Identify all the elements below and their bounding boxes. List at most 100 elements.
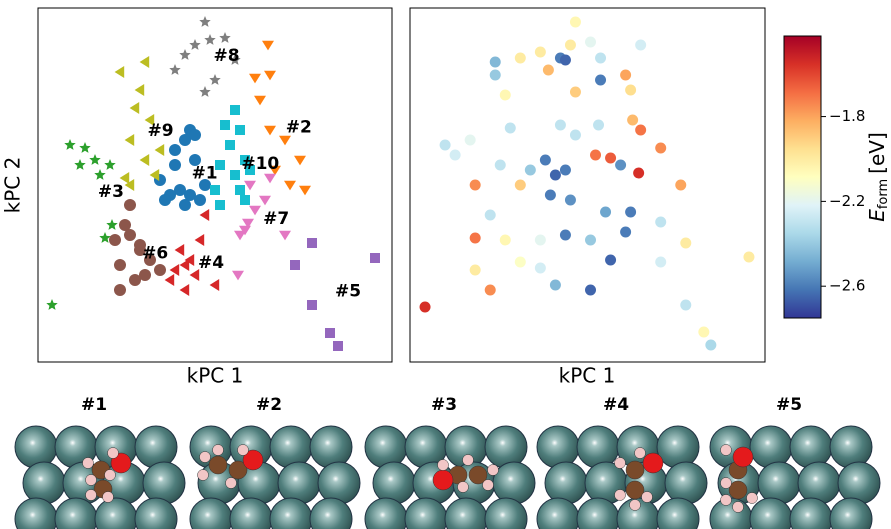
point — [130, 102, 140, 114]
adsorbate-atom — [635, 448, 646, 459]
point — [259, 196, 271, 206]
point — [570, 130, 581, 141]
adsorbate-atom — [733, 502, 744, 513]
point — [515, 257, 526, 268]
point — [209, 74, 220, 85]
adsorbate-atom — [226, 478, 237, 489]
surface-atom — [143, 462, 185, 504]
point — [420, 302, 431, 313]
point — [195, 234, 205, 246]
cluster-label: #9 — [148, 121, 174, 141]
point — [543, 65, 554, 76]
point — [179, 199, 191, 211]
point — [159, 194, 171, 206]
point — [625, 85, 636, 96]
adsorbate-atom — [198, 470, 209, 481]
point — [655, 143, 666, 154]
point — [470, 180, 481, 191]
colorbar-symbol: E — [865, 209, 889, 222]
adsorbate-atom — [615, 490, 626, 501]
colorbar-tick-label: −2.6 — [829, 277, 865, 295]
point — [249, 206, 261, 216]
point — [79, 142, 90, 153]
point — [115, 66, 125, 78]
point — [264, 126, 276, 136]
point — [600, 207, 611, 218]
point — [535, 263, 546, 274]
point — [169, 64, 180, 75]
x-axis-label: kPC 1 — [187, 364, 244, 388]
point — [440, 140, 451, 151]
point — [490, 70, 501, 81]
adsorbate-atom — [238, 445, 249, 456]
point — [204, 34, 215, 45]
point — [210, 279, 220, 291]
point — [705, 340, 716, 351]
cluster-label: #3 — [98, 182, 124, 202]
point — [625, 207, 636, 218]
point — [189, 39, 200, 50]
adsorbate-atom — [86, 475, 97, 486]
point — [633, 168, 644, 179]
cluster-label: #8 — [214, 46, 240, 66]
point — [635, 125, 646, 136]
surface-atom — [545, 462, 587, 504]
point — [140, 154, 150, 166]
x-axis-label: kPC 1 — [559, 364, 616, 388]
point — [175, 244, 185, 256]
point — [210, 185, 220, 195]
structure-panel — [190, 426, 360, 529]
point — [219, 32, 230, 43]
point — [605, 255, 616, 266]
colorbar-unit: [eV] — [865, 132, 889, 174]
point — [680, 300, 691, 311]
cluster-label: #1 — [192, 164, 218, 184]
point — [244, 181, 256, 191]
colorbar-tick-label: −1.8 — [829, 107, 865, 125]
point — [249, 74, 261, 84]
point — [500, 235, 511, 246]
point — [655, 217, 666, 228]
point — [635, 40, 646, 51]
point — [125, 134, 135, 146]
point — [595, 53, 606, 64]
point — [593, 120, 604, 131]
point — [262, 41, 274, 51]
colorbar-tick-label: −2.2 — [829, 192, 865, 210]
point — [515, 180, 526, 191]
figure: kPC 1 kPC 2 kPC 1 Eform[eV] #1#2#3#4#5#6… — [0, 0, 891, 529]
adsorbate-atom — [630, 500, 641, 511]
point — [165, 274, 175, 286]
adsorbate-atom — [433, 470, 453, 490]
point — [585, 37, 596, 48]
point — [284, 181, 296, 191]
point — [450, 150, 461, 161]
point — [169, 159, 181, 171]
adsorbate-atom — [721, 445, 732, 456]
adsorbate-atom — [86, 490, 97, 501]
point — [264, 71, 276, 81]
cluster-label: #2 — [286, 117, 312, 137]
adsorbate-atom — [105, 470, 116, 481]
point — [194, 194, 206, 206]
adsorbate-atom — [747, 493, 758, 504]
point — [525, 165, 536, 176]
point — [290, 260, 300, 270]
adsorbate-atom — [458, 482, 469, 493]
point — [234, 231, 246, 241]
point — [495, 160, 506, 171]
structure-panel — [710, 426, 880, 529]
point — [170, 264, 180, 276]
adsorbate-atom — [483, 480, 494, 491]
point — [199, 16, 210, 27]
point — [570, 17, 581, 28]
point — [106, 219, 117, 230]
surface-atom — [310, 426, 352, 468]
structure-label: #5 — [776, 395, 802, 415]
point — [535, 47, 546, 58]
point — [230, 105, 240, 115]
point — [605, 153, 616, 164]
point — [620, 227, 631, 238]
point — [74, 159, 85, 170]
point — [240, 195, 250, 205]
